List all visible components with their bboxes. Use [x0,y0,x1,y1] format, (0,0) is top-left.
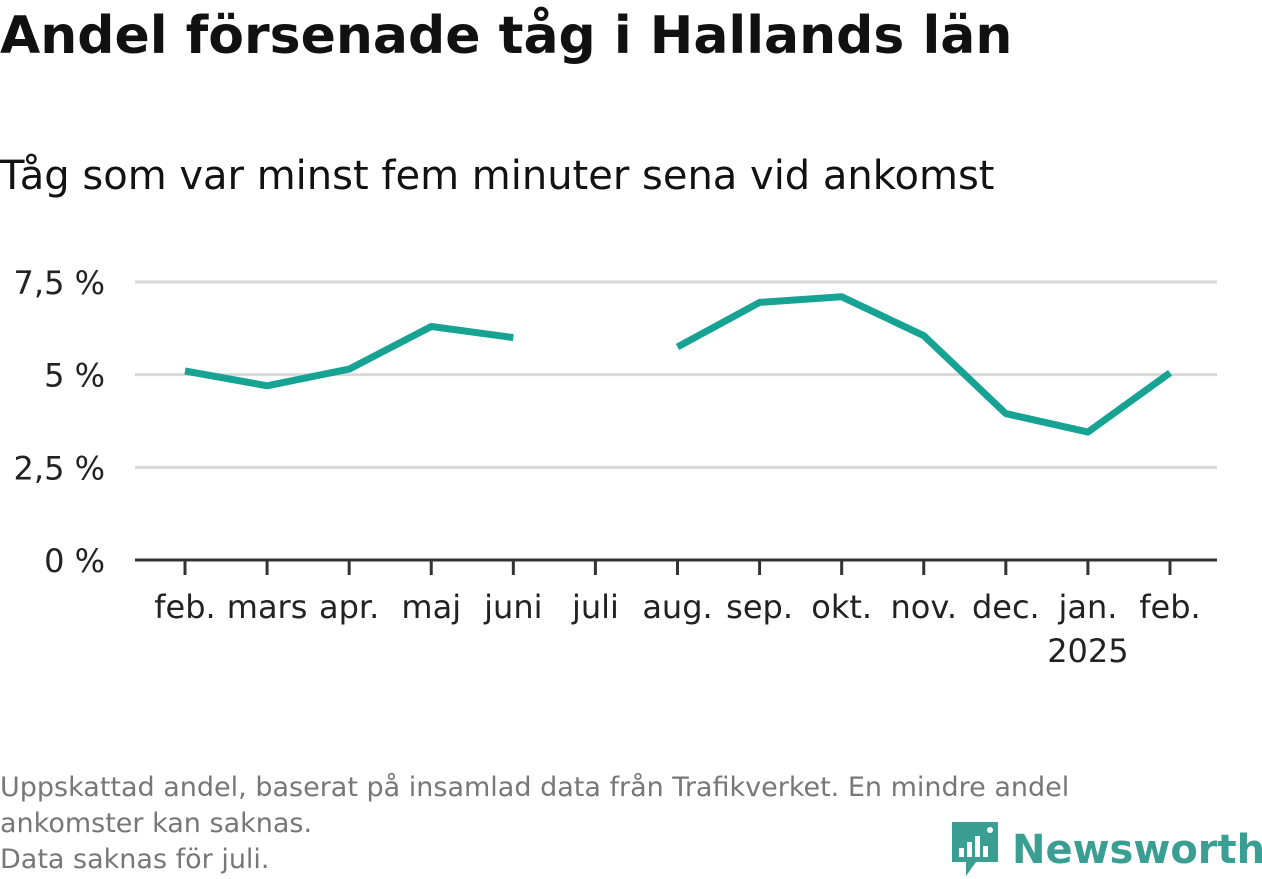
series-line [675,293,1173,436]
chart-subtitle: Tåg som var minst fem minuter sena vid a… [0,153,995,199]
footnote-line-3: Data saknas för juli. [0,844,270,875]
x-tick-sublabel: 2025 [1047,632,1128,670]
y-tick-label: 7,5 % [14,264,105,302]
x-tick-label: aug. [642,588,712,626]
x-tick-label: juni [483,588,542,626]
x-tick-label: maj [401,588,461,626]
x-tick-label: sep. [726,588,793,626]
x-tick-label: mars [227,588,308,626]
y-tick-label: 5 % [44,357,105,395]
y-tick-label: 0 % [44,542,105,580]
footnote-line-2: ankomster kan saknas. [0,808,313,839]
x-tick-label: dec. [972,588,1040,626]
chart-title: Andel försenade tåg i Hallands län [0,6,1013,66]
x-tick-label: jan. [1057,588,1117,626]
x-tick-label: apr. [319,588,379,626]
x-tick-label: feb. [154,588,215,626]
brand-name: Newsworthy [1012,827,1262,873]
x-tick-label: nov. [891,588,957,626]
footnote-line-1: Uppskattad andel, baserat på insamlad da… [0,772,1070,803]
x-tick-label: feb. [1139,588,1200,626]
brand-logo: Newsworthy [950,818,1262,879]
x-tick-label: okt. [811,588,872,626]
y-tick-label: 2,5 % [14,449,105,487]
newsworthy-logo-icon [950,818,1000,879]
x-tick-label: juli [571,588,619,626]
footnote: Uppskattad andel, baserat på insamlad da… [0,770,1250,878]
series-line [184,323,514,390]
